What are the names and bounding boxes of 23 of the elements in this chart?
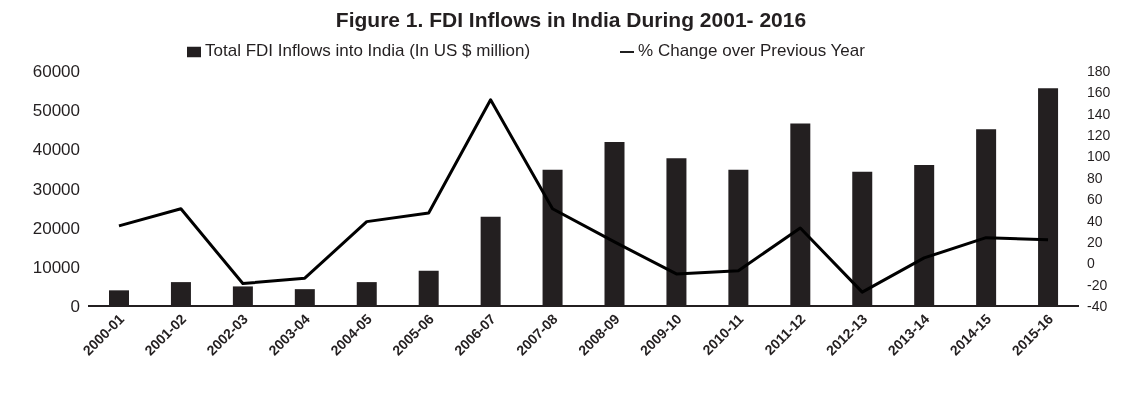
y2-tick-label: 0 [1087,255,1095,272]
y-tick-label: 10000 [32,257,80,277]
y-tick-label: 40000 [32,140,80,160]
chart-title: Figure 1. FDI Inflows in India During 2001- 2016 [334,8,808,33]
y2-tick-label: 120 [1087,127,1111,144]
y-tick-label: 0 [70,297,80,317]
y-tick-label: 50000 [32,101,80,121]
y-tick-label: 20000 [32,218,80,238]
y2-tick-label: 40 [1087,212,1103,229]
y2-tick-label: 60 [1087,191,1103,208]
legend-label: % Change over Previous Year [638,41,865,60]
line-series [117,98,1050,294]
y-tick-label: 60000 [32,62,80,82]
y2-tick-label: 180 [1087,62,1111,79]
y2-tick-label: 80 [1087,169,1103,186]
y2-tick-label: 140 [1087,105,1111,122]
y2-tick-label: -40 [1087,297,1108,314]
y2-tick-label: -20 [1087,276,1108,293]
y2-tick-label: 160 [1087,84,1111,101]
y2-tick-label: 20 [1087,233,1103,250]
y2-tick-label: 100 [1087,148,1111,165]
legend-label: Total FDI Inflows into India (In US $ million) [205,41,531,60]
y-tick-label: 30000 [32,179,80,199]
